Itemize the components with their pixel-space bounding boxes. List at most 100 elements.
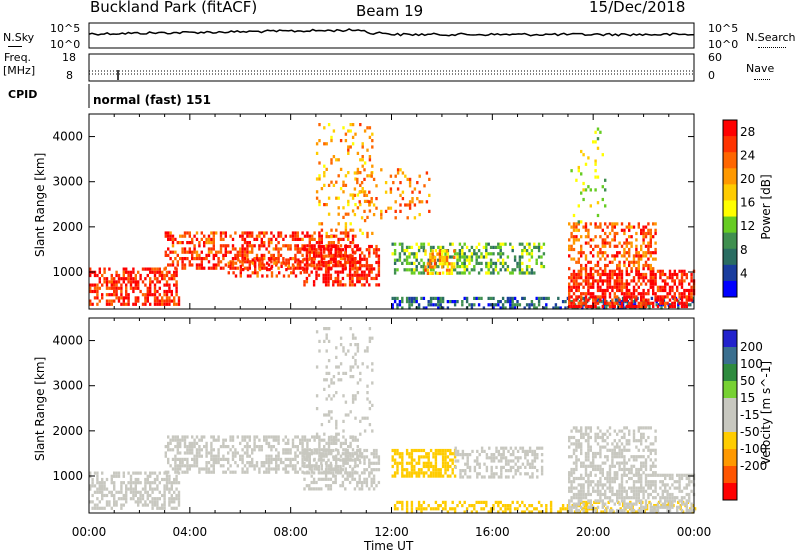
data-cell <box>461 245 464 249</box>
data-cell <box>570 301 573 305</box>
data-cell <box>640 461 643 465</box>
data-cell <box>473 249 476 253</box>
data-cell <box>425 306 428 310</box>
data-cell <box>592 295 595 299</box>
data-cell <box>666 276 669 280</box>
data-cell <box>342 461 345 465</box>
data-cell <box>308 237 311 241</box>
data-cell <box>117 277 121 281</box>
data-cell <box>415 252 418 256</box>
data-cell <box>359 203 362 207</box>
data-cell <box>450 271 454 275</box>
data-cell <box>410 271 414 275</box>
data-cell <box>308 467 311 471</box>
data-cell <box>132 481 135 485</box>
data-cell <box>649 279 652 283</box>
data-cell <box>156 302 159 306</box>
data-cell <box>299 260 302 264</box>
data-cell <box>640 499 643 503</box>
data-cell <box>337 432 340 436</box>
data-cell <box>176 445 179 449</box>
data-cell <box>580 505 583 509</box>
data-cell <box>195 454 199 458</box>
data-cell <box>680 272 684 277</box>
data-cell <box>473 469 477 473</box>
data-cell <box>207 241 211 245</box>
data-cell <box>198 467 201 471</box>
data-cell <box>540 469 544 473</box>
data-cell <box>351 135 355 139</box>
data-cell <box>129 487 133 491</box>
data-cell <box>323 438 326 442</box>
data-cell <box>360 283 364 287</box>
data-cell <box>255 464 259 468</box>
data-cell <box>448 268 451 272</box>
data-cell <box>399 181 402 185</box>
data-cell <box>589 492 592 497</box>
data-cell <box>146 497 149 501</box>
data-cell <box>671 285 674 289</box>
data-cell <box>604 257 607 261</box>
data-cell <box>384 209 388 213</box>
data-cell <box>323 164 326 168</box>
data-cell <box>348 280 352 284</box>
data-cell <box>640 304 643 309</box>
data-cell <box>98 267 101 271</box>
data-cell <box>572 238 576 242</box>
data-cell <box>647 480 650 484</box>
data-cell <box>632 304 636 309</box>
colorbar-swatch <box>723 364 737 382</box>
data-cell <box>661 502 664 506</box>
data-cell <box>101 296 104 300</box>
data-cell <box>200 448 203 452</box>
data-cell <box>637 279 640 283</box>
data-cell <box>356 438 359 442</box>
data-cell <box>179 438 182 442</box>
data-cell <box>589 267 592 271</box>
data-cell <box>418 174 421 178</box>
data-cell <box>222 244 225 248</box>
data-cell <box>572 467 576 472</box>
data-cell <box>654 279 657 283</box>
data-cell <box>91 481 94 485</box>
data-cell <box>348 283 352 287</box>
data-cell <box>349 145 352 149</box>
data-cell <box>115 270 118 274</box>
data-cell <box>406 203 409 207</box>
data-cell <box>571 504 574 508</box>
data-cell <box>342 435 345 439</box>
data-cell <box>594 455 597 459</box>
data-cell <box>680 496 684 500</box>
data-cell <box>635 231 638 236</box>
data-cell <box>207 247 211 251</box>
data-cell <box>572 241 576 245</box>
data-cell <box>132 267 135 271</box>
data-cell <box>596 146 600 150</box>
data-cell <box>611 480 614 484</box>
data-cell <box>320 248 323 252</box>
data-cell <box>137 490 140 494</box>
data-cell <box>540 261 543 265</box>
data-cell <box>146 267 149 271</box>
data-cell <box>649 492 652 497</box>
data-cell <box>268 268 271 272</box>
data-cell <box>329 273 333 277</box>
data-cell <box>680 282 684 286</box>
data-cell <box>246 451 249 455</box>
data-cell <box>339 362 343 366</box>
data-cell <box>516 265 519 269</box>
data-cell <box>577 442 580 446</box>
data-cell <box>613 445 616 449</box>
data-cell <box>575 458 578 462</box>
data-cell <box>144 293 147 297</box>
data-cell <box>468 303 471 307</box>
data-cell <box>605 306 608 310</box>
data-cell <box>251 258 254 262</box>
data-cell <box>458 258 462 262</box>
data-cell <box>229 250 232 254</box>
data-cell <box>327 410 331 414</box>
data-cell <box>500 465 503 469</box>
data-cell <box>310 264 313 268</box>
data-cell <box>424 268 427 272</box>
data-cell <box>96 481 99 485</box>
